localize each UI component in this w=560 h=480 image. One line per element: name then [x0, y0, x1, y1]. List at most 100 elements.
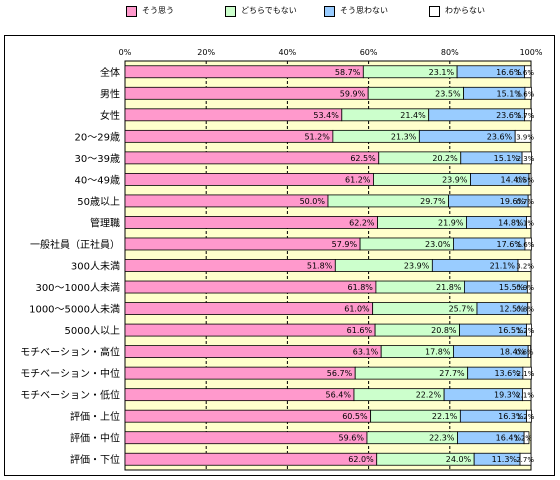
bar-segment — [527, 302, 532, 315]
x-tick-label: 40% — [279, 48, 297, 57]
data-label: 22.1% — [432, 412, 458, 421]
data-label: 21.4% — [400, 111, 426, 120]
data-label: 2.1% — [517, 370, 535, 378]
category-label: 300～1000人未満 — [35, 282, 120, 294]
x-tick-label: 60% — [360, 48, 378, 57]
data-label: 18.4% — [500, 348, 526, 357]
data-label: 1.6% — [517, 90, 535, 98]
data-label: 23.1% — [429, 68, 455, 77]
data-label: 14.4% — [501, 175, 527, 184]
data-label: 0.6% — [516, 349, 534, 357]
data-label: 63.1% — [353, 348, 379, 357]
legend-swatch-unknown — [429, 6, 440, 17]
data-label: 21.9% — [438, 218, 464, 227]
category-label: 評価・上位 — [70, 410, 120, 423]
data-label: 12.5% — [499, 305, 525, 314]
data-label: 57.9% — [332, 240, 358, 249]
category-label: 50歳以上 — [77, 196, 120, 208]
data-label: 23.5% — [435, 89, 461, 98]
data-label: 15.1% — [496, 89, 522, 98]
data-label: 29.7% — [420, 197, 446, 206]
data-label: 2.7% — [516, 456, 534, 464]
data-label: 61.0% — [344, 305, 370, 314]
legend-label-agree: そう思う — [142, 6, 174, 15]
data-label: 22.2% — [416, 391, 442, 400]
category-label: モチベーション・中位 — [20, 367, 120, 380]
data-label: 21.1% — [490, 262, 516, 271]
data-label: 2.3% — [517, 155, 535, 163]
data-label: 1.6% — [517, 241, 535, 249]
data-label: 23.9% — [404, 262, 430, 271]
data-label: 1.1% — [516, 219, 534, 227]
data-label: 11.3% — [492, 455, 518, 464]
bar-segment — [124, 452, 378, 466]
data-label: 62.5% — [350, 154, 376, 163]
bar-segment — [124, 216, 378, 229]
data-label: 25.7% — [449, 305, 475, 314]
data-label: 58.7% — [335, 68, 361, 77]
bar-segment — [124, 86, 369, 100]
bar-segment — [524, 108, 532, 122]
data-label: 19.3% — [494, 391, 520, 400]
data-label: 59.6% — [339, 434, 365, 443]
legend-swatch-agree — [126, 6, 137, 17]
data-label: 0.9% — [516, 284, 534, 292]
category-label: 30～39歳 — [75, 153, 120, 165]
bar-segment — [519, 452, 532, 466]
data-label: 62.2% — [349, 218, 375, 227]
bar-segment — [124, 302, 374, 315]
bar-segment — [527, 345, 531, 359]
category-label: 5000人以上 — [65, 325, 120, 337]
bar-segment — [514, 129, 532, 143]
bar-segment — [124, 172, 374, 186]
data-label: 53.4% — [313, 111, 339, 120]
category-label: 評価・下位 — [70, 453, 120, 466]
bar-segment — [526, 409, 532, 423]
legend-label-unknown: わからない — [445, 6, 485, 15]
bar-segment — [124, 323, 376, 337]
data-label: 24.0% — [446, 455, 472, 464]
data-label: 60.5% — [342, 412, 368, 421]
data-label: 16.6% — [496, 68, 522, 77]
data-label: 1.7% — [517, 112, 535, 120]
data-label: 16.3% — [498, 412, 524, 421]
data-label: 61.6% — [347, 326, 373, 335]
legend-swatch-disagree — [324, 6, 335, 17]
bar-segment — [526, 323, 532, 337]
data-label: 20.8% — [431, 326, 457, 335]
bar-segment — [527, 194, 532, 208]
bar-segment — [124, 237, 361, 251]
category-label: 評価・中位 — [70, 432, 120, 445]
data-label: 21.8% — [436, 283, 462, 292]
legend-swatch-neutral — [225, 6, 236, 17]
data-label: 1.2% — [517, 327, 535, 335]
category-label: モチベーション・低位 — [20, 389, 120, 402]
data-label: 0.7% — [516, 198, 534, 206]
data-label: 17.8% — [425, 348, 451, 357]
data-label: 0.8% — [516, 306, 534, 314]
bar-segment — [517, 259, 532, 272]
data-label: 50.0% — [300, 197, 326, 206]
bar-segment — [124, 194, 329, 208]
bar-segment — [124, 388, 355, 402]
bar-segment — [524, 65, 532, 79]
bar-segment — [124, 129, 334, 143]
category-label: 女性 — [100, 109, 120, 122]
data-label: 1.2% — [514, 435, 532, 443]
data-label: 22.3% — [429, 434, 455, 443]
data-label: 1.2% — [517, 413, 535, 421]
category-label: 全体 — [100, 66, 120, 79]
x-tick-label: 100% — [520, 48, 543, 57]
data-label: 51.8% — [307, 262, 333, 271]
legend-label-disagree: そう思わない — [340, 6, 388, 15]
category-label: 1000～5000人未満 — [29, 304, 120, 316]
data-label: 17.6% — [496, 240, 522, 249]
x-tick-label: 0% — [119, 48, 132, 57]
data-label: 14.8% — [498, 218, 524, 227]
category-label: 300人未満 — [71, 261, 120, 273]
data-label: 21.3% — [391, 132, 417, 141]
bar-segment — [524, 237, 532, 251]
bar-segment — [528, 172, 532, 186]
data-label: 23.6% — [496, 111, 522, 120]
bar-segment — [521, 151, 532, 165]
